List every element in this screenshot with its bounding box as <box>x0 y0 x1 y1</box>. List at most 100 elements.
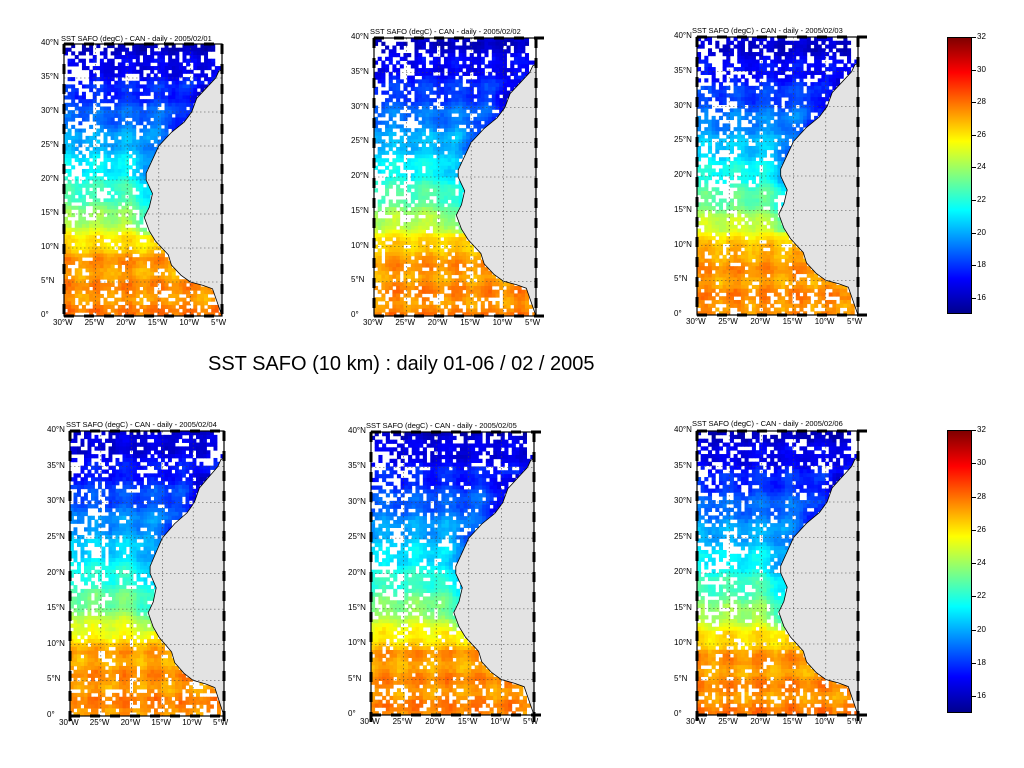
lon-label: 15°W <box>148 319 168 327</box>
lat-label: 20°N <box>351 172 369 180</box>
lat-label: 40°N <box>674 32 692 40</box>
lat-label: 15°N <box>47 604 65 612</box>
lon-label: 25°W <box>395 319 415 327</box>
lat-label: 30°N <box>674 102 692 110</box>
main-title: SST SAFO (10 km) : daily 01-06 / 02 / 20… <box>208 353 594 376</box>
sst-map <box>64 44 222 316</box>
lon-label: 20°W <box>750 318 770 326</box>
lon-label: 30°W <box>363 319 383 327</box>
lon-label: 30°W <box>59 719 79 727</box>
lon-label: 10°W <box>179 319 199 327</box>
lat-label: 40°N <box>351 33 369 41</box>
lon-label: 20°W <box>428 319 448 327</box>
lat-label: 30°N <box>41 107 59 115</box>
lat-label: 35°N <box>674 67 692 75</box>
colorbar-tick-label: 16 <box>977 692 986 700</box>
sst-map <box>70 431 224 716</box>
lat-label: 10°N <box>41 243 59 251</box>
lon-label: 20°W <box>750 718 770 726</box>
lat-label: 30°N <box>674 497 692 505</box>
colorbar-tick-label: 24 <box>977 559 986 567</box>
lon-label: 25°W <box>718 718 738 726</box>
lat-label: 30°N <box>47 497 65 505</box>
lon-label: 15°W <box>151 719 171 727</box>
lon-label: 25°W <box>85 319 105 327</box>
colorbar-tick-label: 26 <box>977 131 986 139</box>
lat-label: 0° <box>47 711 55 719</box>
lon-label: 10°W <box>490 718 510 726</box>
lat-label: 10°N <box>674 241 692 249</box>
lat-label: 5°N <box>47 675 60 683</box>
lat-label: 5°N <box>674 275 687 283</box>
lat-label: 25°N <box>348 533 366 541</box>
lat-label: 5°N <box>351 276 364 284</box>
lon-label: 30°W <box>686 718 706 726</box>
lat-label: 40°N <box>41 39 59 47</box>
lat-label: 35°N <box>41 73 59 81</box>
panel-title: SST SAFO (degC) - CAN - daily - 2005/02/… <box>692 26 843 35</box>
lon-label: 15°W <box>460 319 480 327</box>
lat-label: 15°N <box>351 207 369 215</box>
lat-label: 40°N <box>348 427 366 435</box>
lat-label: 15°N <box>674 206 692 214</box>
lat-label: 35°N <box>348 462 366 470</box>
colorbar-tick-label: 32 <box>977 426 986 434</box>
colorbar-tick-label: 22 <box>977 196 986 204</box>
sst-map <box>371 432 534 715</box>
lat-label: 0° <box>41 311 49 319</box>
lon-label: 30°W <box>686 318 706 326</box>
lat-label: 0° <box>348 710 356 718</box>
lon-label: 20°W <box>425 718 445 726</box>
colorbar-tick-label: 30 <box>977 459 986 467</box>
lat-label: 20°N <box>674 568 692 576</box>
lat-label: 30°N <box>351 103 369 111</box>
lat-label: 25°N <box>351 137 369 145</box>
panel-title: SST SAFO (degC) - CAN - daily - 2005/02/… <box>61 34 212 43</box>
sst-map <box>697 431 858 715</box>
lat-label: 15°N <box>674 604 692 612</box>
lon-label: 10°W <box>493 319 513 327</box>
lat-label: 0° <box>674 310 682 318</box>
colorbar-tick-label: 22 <box>977 592 986 600</box>
lon-label: 25°W <box>718 318 738 326</box>
lat-label: 15°N <box>348 604 366 612</box>
sst-map <box>374 38 536 316</box>
lat-label: 35°N <box>674 462 692 470</box>
lon-label: 10°W <box>815 318 835 326</box>
lat-label: 35°N <box>47 462 65 470</box>
lon-label: 15°W <box>783 318 803 326</box>
colorbar-tick-label: 16 <box>977 294 986 302</box>
lat-label: 40°N <box>674 426 692 434</box>
sst-map <box>697 37 858 315</box>
lat-label: 20°N <box>47 569 65 577</box>
lon-label: 15°W <box>783 718 803 726</box>
lat-label: 25°N <box>47 533 65 541</box>
lon-label: 10°W <box>182 719 202 727</box>
lon-label: 5°W <box>211 319 226 327</box>
lat-label: 20°N <box>348 569 366 577</box>
lat-label: 40°N <box>47 426 65 434</box>
colorbar-tick-label: 18 <box>977 261 986 269</box>
colorbar-tick-label: 32 <box>977 33 986 41</box>
lat-label: 20°N <box>674 171 692 179</box>
lat-label: 30°N <box>348 498 366 506</box>
lat-label: 20°N <box>41 175 59 183</box>
lat-label: 10°N <box>47 640 65 648</box>
lat-label: 10°N <box>351 242 369 250</box>
panel-title: SST SAFO (degC) - CAN - daily - 2005/02/… <box>366 421 517 430</box>
lat-label: 0° <box>351 311 359 319</box>
lon-label: 5°W <box>213 719 228 727</box>
lon-label: 30°W <box>360 718 380 726</box>
colorbar-tick-label: 20 <box>977 229 986 237</box>
colorbar-tick-label: 28 <box>977 493 986 501</box>
lat-label: 25°N <box>674 533 692 541</box>
colorbar-gradient <box>947 430 972 713</box>
colorbar-tick-label: 28 <box>977 98 986 106</box>
lat-label: 35°N <box>351 68 369 76</box>
lon-label: 25°W <box>90 719 110 727</box>
lon-label: 20°W <box>121 719 141 727</box>
lon-label: 5°W <box>525 319 540 327</box>
colorbar-tick-label: 30 <box>977 66 986 74</box>
lon-label: 5°W <box>847 718 862 726</box>
panel-title: SST SAFO (degC) - CAN - daily - 2005/02/… <box>66 420 217 429</box>
